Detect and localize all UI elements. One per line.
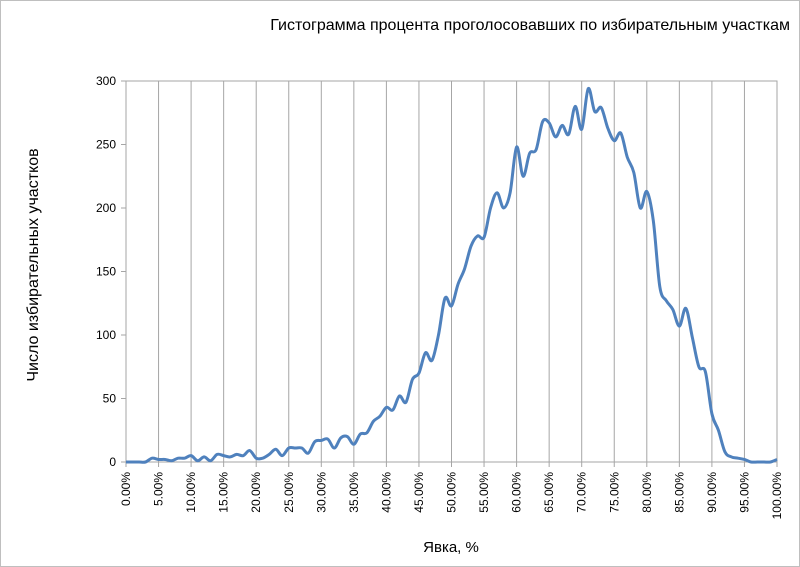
x-tick-label: 90.00% [705, 472, 719, 513]
x-tick-label: 95.00% [737, 472, 751, 513]
x-tick-label: 75.00% [607, 472, 621, 513]
x-tick-label: 30.00% [314, 472, 328, 513]
x-tick-label: 15.00% [217, 472, 231, 513]
x-tick-label: 65.00% [542, 472, 556, 513]
x-axis-label: Явка, % [423, 539, 479, 556]
x-tick-label: 55.00% [477, 472, 491, 513]
x-tick-label: 85.00% [672, 472, 686, 513]
x-tick-label: 50.00% [445, 472, 459, 513]
y-tick-label: 300 [96, 74, 116, 88]
y-tick-label: 0 [109, 455, 116, 469]
y-tick-label: 150 [96, 265, 116, 279]
data-line [126, 87, 778, 464]
x-tick-label: 35.00% [347, 472, 361, 513]
x-tick-label: 45.00% [412, 472, 426, 513]
x-tick-label: 0.00% [119, 472, 133, 506]
x-tick-label: 40.00% [379, 472, 393, 513]
y-tick-label: 250 [96, 138, 116, 152]
y-axis-label: Число избирательных участков [25, 148, 42, 381]
x-tick-label: 60.00% [510, 472, 524, 513]
y-tick-label: 100 [96, 328, 116, 342]
x-tick-label: 10.00% [184, 472, 198, 513]
x-tick-label: 70.00% [575, 472, 589, 513]
x-tick-label: 5.00% [152, 472, 166, 506]
chart-title: Гистограмма процента проголосовавших по … [270, 17, 790, 34]
x-tick-label: 100.00% [770, 472, 784, 520]
x-tick-label: 80.00% [640, 472, 654, 513]
x-tick-label: 20.00% [249, 472, 263, 513]
x-tick-label: 25.00% [282, 472, 296, 513]
y-tick-label: 50 [103, 392, 117, 406]
y-tick-label: 200 [96, 201, 116, 215]
